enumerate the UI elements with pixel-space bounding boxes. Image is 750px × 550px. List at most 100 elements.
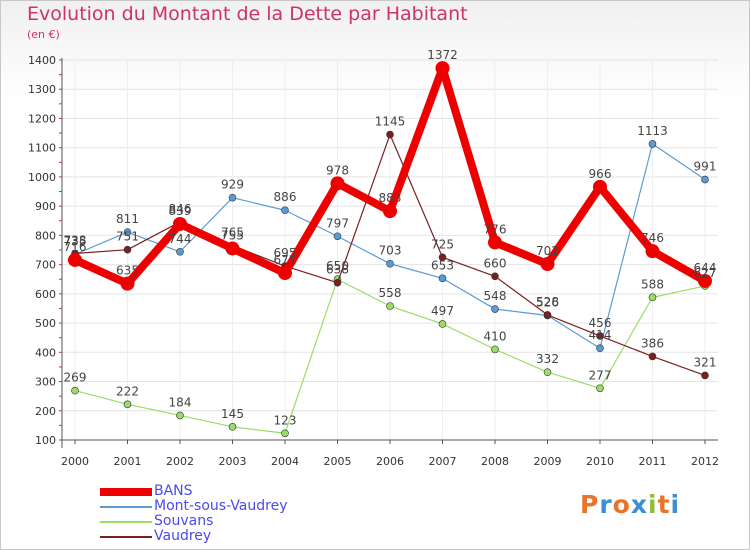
data-label-souvans: 650: [326, 259, 349, 273]
data-point-bans: [173, 216, 187, 231]
data-label-bans: 716: [64, 240, 87, 254]
data-label-bans: 883: [379, 191, 402, 205]
data-point-mont-sous-vaudrey: [491, 305, 499, 313]
data-label-mont-sous-vaudrey: 703: [379, 244, 402, 258]
x-tick-label: 2005: [324, 455, 352, 468]
data-label-vaudrey: 725: [431, 237, 454, 251]
logo-letter: t: [657, 490, 671, 519]
data-label-bans: 644: [694, 261, 717, 275]
data-point-bans: [540, 257, 555, 272]
data-point-souvans: [228, 423, 237, 431]
data-label-souvans: 410: [484, 329, 507, 343]
legend-label-vaudrey: Vaudrey: [154, 528, 212, 544]
x-tick-label: 2004: [271, 455, 299, 468]
data-point-mont-sous-vaudrey: [176, 247, 184, 256]
data-label-bans: 755: [221, 229, 244, 243]
data-point-souvans: [438, 320, 447, 328]
legend-label-bans: BANS: [154, 483, 193, 499]
x-tick-label: 2011: [639, 455, 667, 468]
data-point-mont-sous-vaudrey: [701, 175, 709, 184]
data-point-souvans: [386, 302, 394, 310]
data-point-souvans: [176, 411, 184, 420]
data-label-bans: 839: [169, 204, 192, 218]
data-label-bans: 702: [536, 244, 559, 258]
x-tick-label: 2002: [166, 455, 194, 468]
data-label-bans: 746: [641, 231, 664, 245]
data-label-bans: 776: [484, 222, 507, 236]
data-label-mont-sous-vaudrey: 811: [116, 212, 139, 226]
data-label-vaudrey: 660: [484, 256, 507, 270]
data-point-souvans: [123, 400, 132, 409]
logo-letter: P: [580, 490, 600, 519]
legend-label-mont-sous-vaudrey: Mont-sous-Vaudrey: [154, 498, 288, 514]
data-label-mont-sous-vaudrey: 414: [589, 328, 612, 342]
data-point-souvans: [596, 384, 604, 393]
data-label-souvans: 277: [589, 368, 612, 382]
y-tick-label: 1000: [28, 171, 56, 184]
data-point-mont-sous-vaudrey: [386, 259, 394, 268]
data-point-souvans: [648, 293, 657, 302]
data-label-souvans: 497: [431, 304, 454, 318]
data-label-mont-sous-vaudrey: 735: [64, 234, 87, 248]
data-label-souvans: 588: [641, 277, 664, 291]
data-point-bans: [278, 266, 292, 281]
data-point-bans: [68, 252, 82, 267]
logo-letter: i: [648, 490, 658, 519]
data-point-vaudrey: [596, 332, 604, 340]
y-tick-label: 100: [35, 434, 56, 447]
data-label-souvans: 627: [694, 266, 717, 280]
data-point-bans: [120, 276, 135, 291]
data-point-vaudrey: [701, 371, 709, 380]
y-tick-label: 900: [35, 200, 56, 213]
y-tick-label: 600: [35, 288, 56, 301]
y-tick-label: 200: [35, 405, 56, 418]
data-label-vaudrey: 528: [536, 295, 559, 309]
data-label-vaudrey: 765: [221, 226, 244, 240]
data-point-vaudrey: [123, 245, 132, 254]
logo-letter: r: [599, 490, 613, 519]
data-label-bans: 1372: [427, 48, 458, 62]
y-tick-label: 400: [35, 346, 56, 359]
logo-letter: x: [630, 490, 648, 519]
y-tick-label: 1400: [28, 54, 56, 67]
data-label-bans: 978: [326, 163, 349, 177]
data-point-mont-sous-vaudrey: [281, 206, 289, 215]
y-tick-label: 300: [35, 376, 56, 389]
data-point-mont-sous-vaudrey: [333, 232, 342, 241]
y-tick-label: 1300: [28, 83, 56, 96]
y-tick-label: 1100: [28, 142, 56, 155]
data-label-souvans: 558: [379, 286, 402, 300]
data-point-bans: [645, 244, 660, 259]
x-tick-label: 2008: [481, 455, 509, 468]
data-label-mont-sous-vaudrey: 991: [694, 160, 717, 174]
data-point-vaudrey: [648, 352, 657, 361]
data-label-vaudrey: 321: [694, 355, 717, 369]
x-tick-label: 2012: [691, 455, 719, 468]
data-point-mont-sous-vaudrey: [438, 274, 447, 283]
legend-swatch-bans: [100, 488, 152, 496]
data-label-souvans: 332: [536, 352, 559, 366]
data-point-vaudrey: [438, 253, 447, 262]
data-point-mont-sous-vaudrey: [648, 140, 657, 148]
y-tick-label: 500: [35, 317, 56, 330]
data-label-souvans: 145: [221, 407, 244, 421]
data-label-mont-sous-vaudrey: 548: [484, 289, 507, 303]
x-tick-label: 2000: [61, 455, 89, 468]
x-tick-label: 2010: [586, 455, 614, 468]
data-label-mont-sous-vaudrey: 929: [221, 178, 244, 192]
data-point-bans: [593, 179, 607, 194]
x-tick-label: 2009: [534, 455, 562, 468]
data-point-bans: [330, 176, 345, 191]
x-tick-label: 2006: [376, 455, 404, 468]
chart-title: Evolution du Montant de la Dette par Hab…: [27, 3, 468, 25]
data-point-bans: [488, 235, 502, 250]
y-tick-label: 1200: [28, 112, 56, 125]
data-label-mont-sous-vaudrey: 744: [169, 232, 192, 246]
data-label-mont-sous-vaudrey: 1113: [637, 124, 668, 138]
data-label-vaudrey: 846: [169, 202, 192, 216]
proxiti-logo: Proxiti: [580, 490, 680, 519]
data-point-souvans: [71, 386, 79, 395]
logo-letter: o: [612, 490, 631, 519]
